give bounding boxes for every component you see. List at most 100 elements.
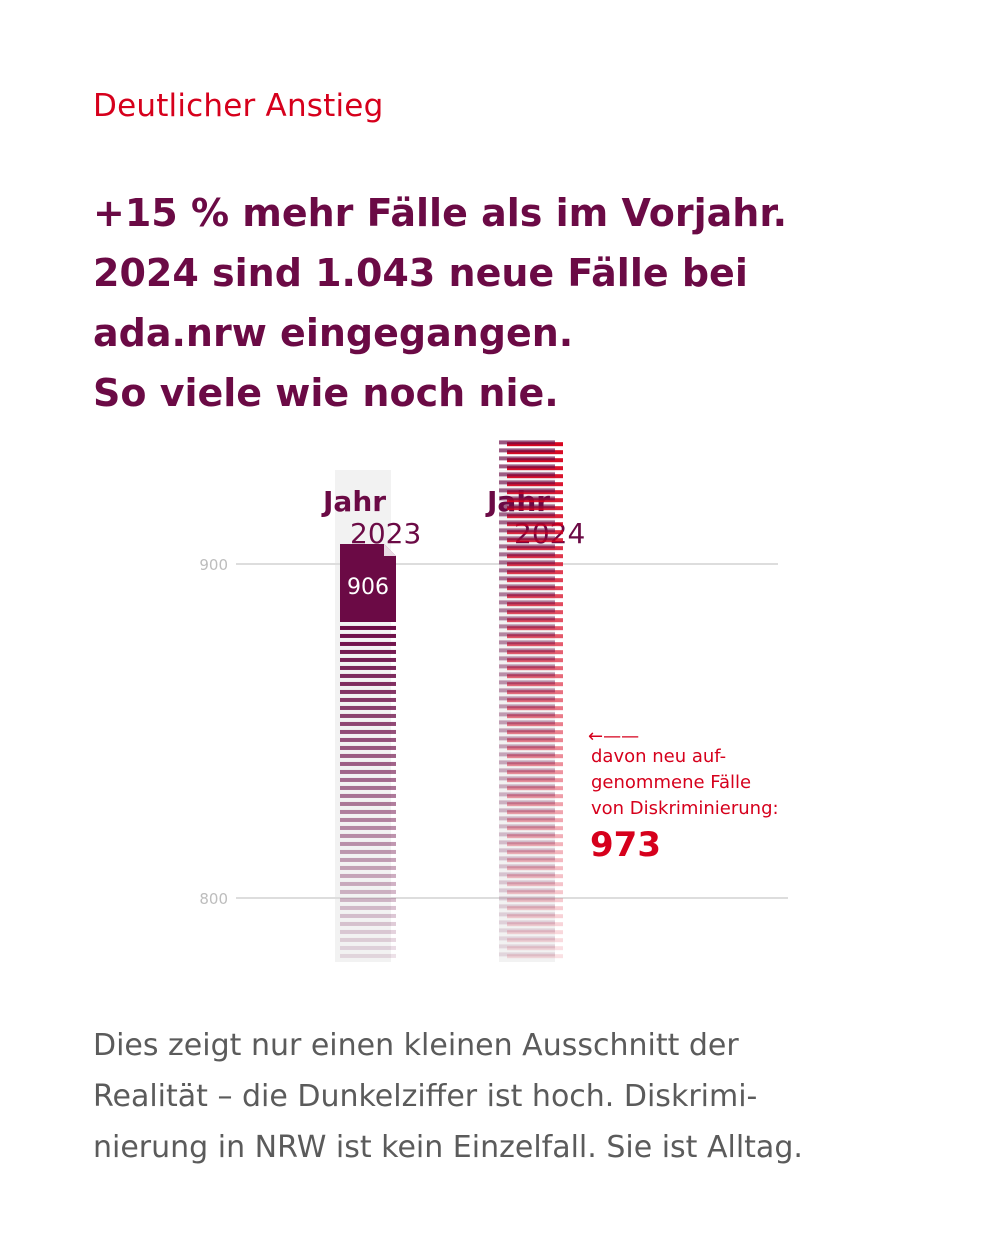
bar-2024-new-cases-stripe-34 <box>507 698 563 703</box>
bar-2023-stripe-34 <box>340 889 396 894</box>
bar-2024-new-cases-stripe-32 <box>507 682 563 687</box>
bar-2024-stripe-56 <box>499 608 555 613</box>
bar-2023-stripe-3 <box>340 641 396 646</box>
annotation-line-2: genommene Fälle <box>591 772 751 793</box>
bar-2024-new-cases-stripe-38 <box>507 730 563 735</box>
bar-2023-stripe-17 <box>340 753 396 758</box>
bar-2024-new-cases-stripe-29 <box>507 658 563 663</box>
bar-2023-stripe-11 <box>340 705 396 710</box>
y-tick-label-900: 900 <box>199 556 228 574</box>
annotation-line-1: davon neu auf- <box>591 746 726 767</box>
bar-2024-stripe-69 <box>499 712 555 717</box>
bar-2024-stripe-75 <box>499 760 555 765</box>
bar-2023-stripe-32 <box>340 873 396 878</box>
bar-2023-stripe-6 <box>340 665 396 670</box>
bar-2024-new-cases-stripe-53 <box>507 850 563 855</box>
bar-2024-stripe-55 <box>499 600 555 605</box>
bar-2023-stripe-8 <box>340 681 396 686</box>
bar-2024-new-cases-stripe-28 <box>507 650 563 655</box>
bar-2023-stripe-19 <box>340 769 396 774</box>
bar-2023-stripe-5 <box>340 657 396 662</box>
annotation-arrow: ←—— <box>588 726 639 747</box>
bar-2024-stripe-67 <box>499 696 555 701</box>
headline-line-2: 2024 sind 1.043 neue Fälle bei <box>93 251 748 295</box>
bar-2023-fold <box>384 543 396 556</box>
bar-2024-stripe-92 <box>499 896 555 901</box>
bar-2024-stripe-90 <box>499 880 555 885</box>
bar-2024-stripe-68 <box>499 704 555 709</box>
bar-2024: 1043 <box>499 440 555 957</box>
bar-2024-stripe-61 <box>499 648 555 653</box>
bar-2024-stripe-48 <box>499 544 555 549</box>
bar-2024-new-cases-stripe-61 <box>507 914 563 919</box>
headline-line-4: So viele wie noch nie. <box>93 371 559 415</box>
bar-2023-stripe-22 <box>340 793 396 798</box>
bar-2024-stripe-63 <box>499 664 555 669</box>
eyebrow-label: Deutlicher Anstieg <box>93 88 384 124</box>
bar-2024-stripe-49 <box>499 552 555 557</box>
bar-2024-new-cases-stripe-57 <box>507 882 563 887</box>
bar-2023-stripe-4 <box>340 649 396 654</box>
bar-2024-stripe-95 <box>499 920 555 925</box>
bar-2024-stripe-80 <box>499 800 555 805</box>
annotation-value: 973 <box>590 825 661 865</box>
bar-2024-stripe-84 <box>499 832 555 837</box>
bar-2024-new-cases-stripe-41 <box>507 754 563 759</box>
bar-2024-stripe-41 <box>499 488 555 493</box>
bar-2024-stripe-36 <box>499 448 555 453</box>
bar-2024-new-cases-stripe-56 <box>507 874 563 879</box>
bar-2023-stripe-39 <box>340 929 396 934</box>
bar-2024-new-cases-stripe-23 <box>507 610 563 615</box>
headline-line-3: ada.nrw eingegangen. <box>93 311 574 355</box>
bar-2023-stripe-30 <box>340 857 396 862</box>
bar-2023-stripe-42 <box>340 953 396 958</box>
bar-2024-new-cases-stripe-30 <box>507 666 563 671</box>
case-count-chart: 80090010001100Jahr2023Jahr20249061043←——… <box>199 440 788 962</box>
bar-2024-stripe-45 <box>499 520 555 525</box>
body-paragraph: Dies zeigt nur einen kleinen Ausschnitt … <box>93 1020 923 1173</box>
bar-2024-stripe-50 <box>499 560 555 565</box>
bar-2024-stripe-40 <box>499 480 555 485</box>
bar-2024-stripe-57 <box>499 616 555 621</box>
bar-2023-stripe-26 <box>340 825 396 830</box>
bar-2024-stripe-65 <box>499 680 555 685</box>
bar-2024-stripe-72 <box>499 736 555 741</box>
headline: +15 % mehr Fälle als im Vorjahr. 2024 si… <box>93 183 913 423</box>
bar-2024-stripe-38 <box>499 464 555 469</box>
bar-2024-stripe-93 <box>499 904 555 909</box>
bar-2024-stripe-83 <box>499 824 555 829</box>
bar-2024-stripe-43 <box>499 504 555 509</box>
bar-2023-stripe-21 <box>340 785 396 790</box>
bar-2024-stripe-78 <box>499 784 555 789</box>
bar-2024-new-cases-stripe-50 <box>507 826 563 831</box>
bar-2024-stripe-70 <box>499 720 555 725</box>
y-tick-label-800: 800 <box>199 890 228 908</box>
bar-2023-stripe-2 <box>340 633 396 638</box>
bar-2024-stripe-98 <box>499 944 555 949</box>
category-label-1-line-1: Jahr <box>321 485 386 518</box>
bar-2024-stripe-79 <box>499 792 555 797</box>
bar-2024-stripe-39 <box>499 472 555 477</box>
bar-2024-stripe-59 <box>499 632 555 637</box>
bar-2024-stripe-58 <box>499 624 555 629</box>
bar-2023-stripe-25 <box>340 817 396 822</box>
bar-2023-stripe-13 <box>340 721 396 726</box>
bar-2024-new-cases-stripe-33 <box>507 690 563 695</box>
bar-2024-stripe-82 <box>499 816 555 821</box>
bar-2024-new-cases-stripe-48 <box>507 810 563 815</box>
bar-2024-stripe-62 <box>499 656 555 661</box>
bar-2024-stripe-42 <box>499 496 555 501</box>
bar-2024-new-cases-stripe-55 <box>507 866 563 871</box>
bar-2023-stripe-37 <box>340 913 396 918</box>
bar-2023-stripe-1 <box>340 625 396 630</box>
bar-2024-new-cases-stripe-26 <box>507 634 563 639</box>
bar-2023-stripe-9 <box>340 689 396 694</box>
bar-2023-stripe-35 <box>340 897 396 902</box>
body-line-1: Dies zeigt nur einen kleinen Ausschnitt … <box>93 1028 739 1063</box>
bar-2023-data-label: 906 <box>347 575 389 600</box>
bar-2024-new-cases-stripe-27 <box>507 642 563 647</box>
bar-2024-new-cases-stripe-51 <box>507 834 563 839</box>
bar-2024-stripe-64 <box>499 672 555 677</box>
bar-2024-stripe-54 <box>499 592 555 597</box>
body-line-3: nierung in NRW ist kein Einzelfall. Sie … <box>93 1130 803 1165</box>
